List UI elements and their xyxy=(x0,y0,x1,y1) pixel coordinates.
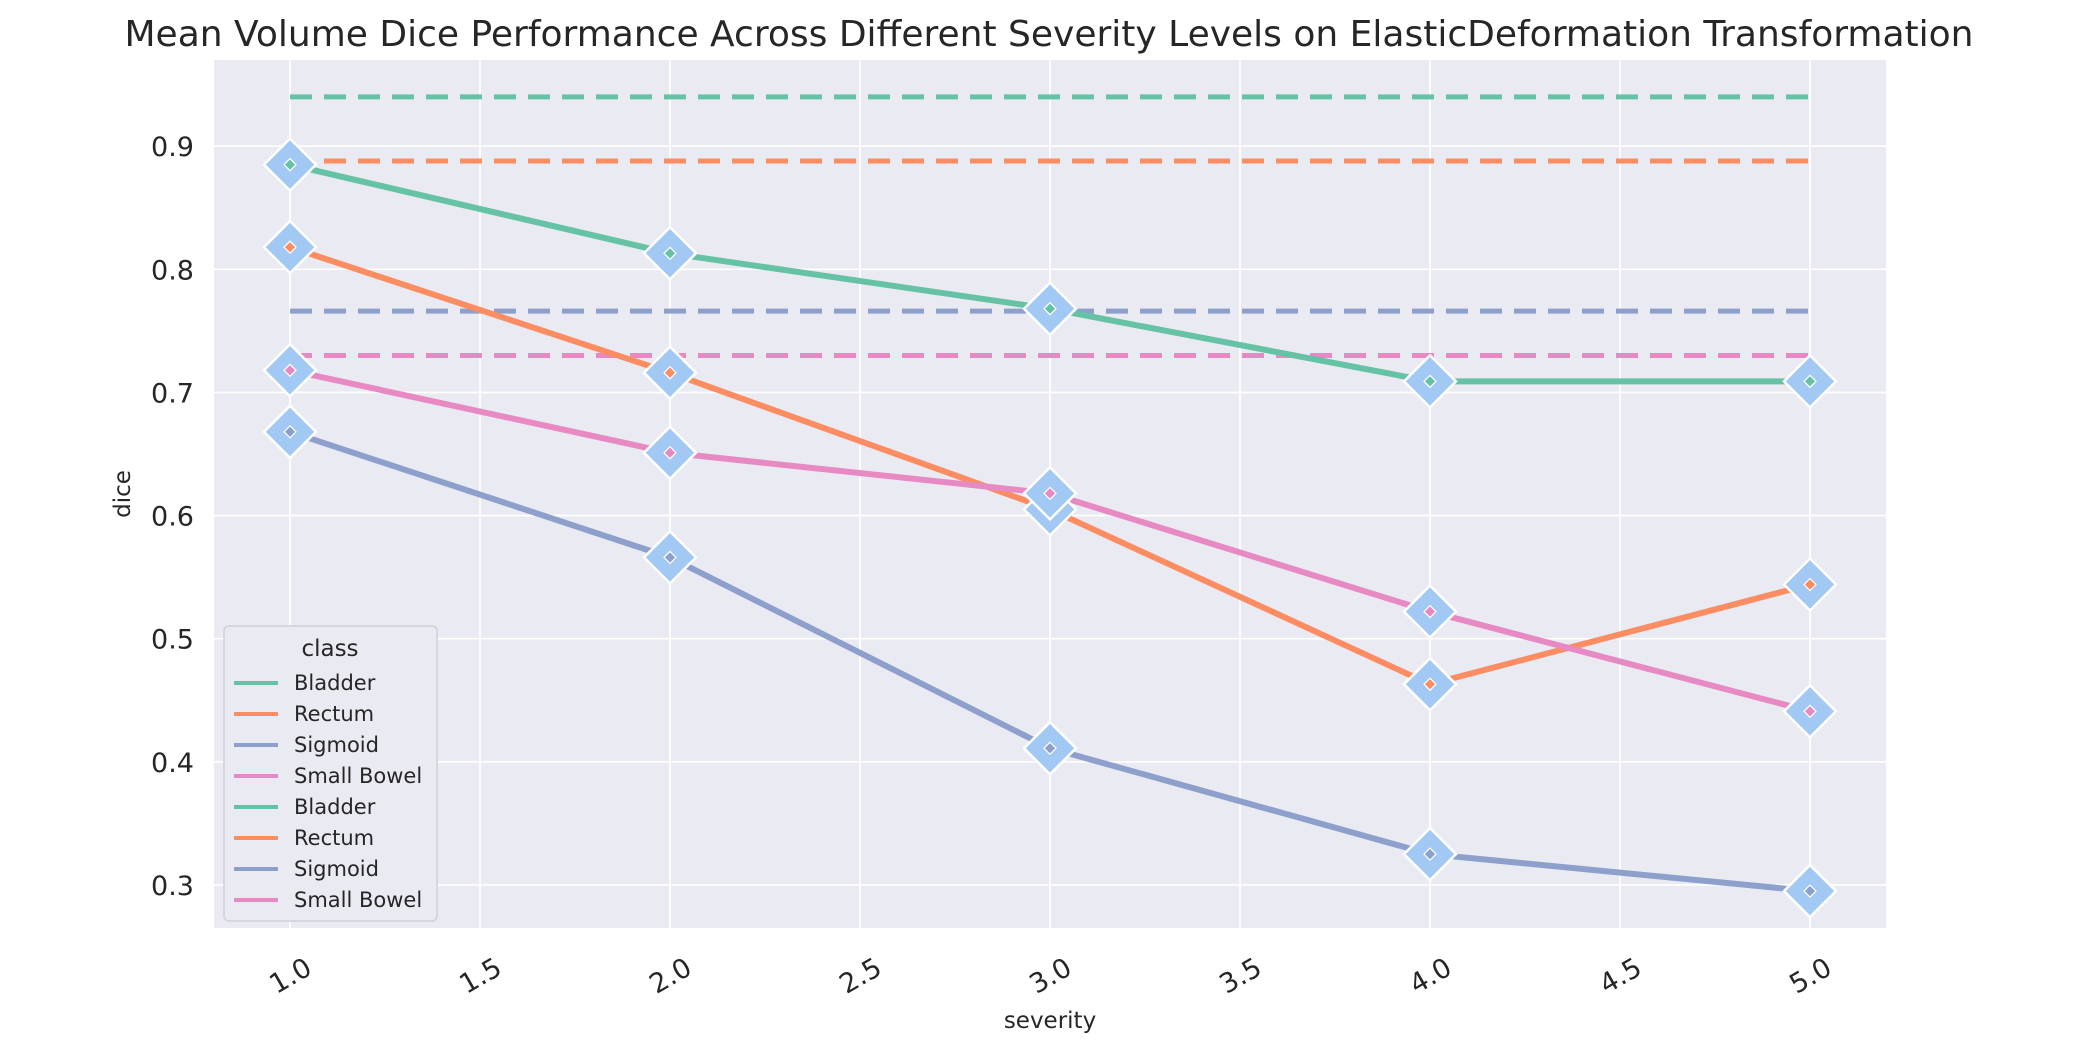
data-point xyxy=(1803,374,1817,389)
x-tick-label: 1.0 xyxy=(264,952,317,1000)
legend-label: Small Bowel xyxy=(294,764,422,788)
x-axis-ticks: 1.0 1.5 2.0 2.5 3.0 3.5 4.0 4.5 5.0 xyxy=(264,952,1837,1000)
x-tick-label: 4.0 xyxy=(1404,952,1457,1000)
legend-label: Sigmoid xyxy=(294,733,379,757)
data-point xyxy=(1423,677,1437,692)
y-tick-label: 0.7 xyxy=(151,378,194,409)
y-tick-label: 0.5 xyxy=(151,625,194,656)
data-point xyxy=(663,246,677,261)
legend-title: class xyxy=(301,636,358,662)
y-axis-label: dice xyxy=(110,470,136,518)
legend-label: Bladder xyxy=(294,795,376,819)
y-tick-label: 0.8 xyxy=(151,255,194,286)
y-tick-label: 0.9 xyxy=(151,132,194,163)
data-point xyxy=(663,550,677,565)
data-point xyxy=(1423,604,1437,619)
x-tick-label: 3.0 xyxy=(1024,952,1077,1000)
legend-label: Sigmoid xyxy=(294,857,379,881)
data-point xyxy=(283,424,297,439)
legend: class Bladder Rectum Sigmoid Small Bowel Bla… xyxy=(223,625,438,922)
x-tick-label: 2.0 xyxy=(644,952,697,1000)
x-tick-label: 5.0 xyxy=(1784,952,1837,1000)
chart-title: Mean Volume Dice Performance Across Diff… xyxy=(125,14,1974,55)
legend-label: Rectum xyxy=(294,826,374,850)
y-tick-label: 0.3 xyxy=(151,871,194,902)
legend-label: Small Bowel xyxy=(294,888,422,912)
x-axis-label: severity xyxy=(1004,1008,1096,1034)
data-point xyxy=(283,240,297,254)
data-point xyxy=(1803,577,1817,592)
legend-label: Bladder xyxy=(294,671,376,695)
data-point xyxy=(1043,741,1057,756)
y-tick-label: 0.6 xyxy=(151,502,194,533)
data-point xyxy=(1423,847,1437,861)
data-markers xyxy=(262,136,1838,919)
x-tick-label: 2.5 xyxy=(834,952,887,1000)
x-tick-label: 3.5 xyxy=(1214,952,1267,1000)
legend-label: Rectum xyxy=(294,702,374,726)
y-axis-ticks: 0.3 0.4 0.5 0.6 0.7 0.8 0.9 xyxy=(151,132,194,902)
legend-box xyxy=(223,625,438,922)
data-point xyxy=(283,157,297,172)
x-tick-label: 1.5 xyxy=(454,952,507,1000)
data-point xyxy=(663,365,677,380)
data-point xyxy=(1803,884,1817,898)
data-point xyxy=(283,363,297,378)
data-point xyxy=(1423,374,1437,389)
y-tick-label: 0.4 xyxy=(151,748,194,779)
data-point xyxy=(663,445,677,460)
data-point xyxy=(1803,704,1817,719)
data-point xyxy=(1043,301,1057,316)
data-point xyxy=(1043,486,1057,501)
x-tick-label: 4.5 xyxy=(1594,952,1647,1000)
